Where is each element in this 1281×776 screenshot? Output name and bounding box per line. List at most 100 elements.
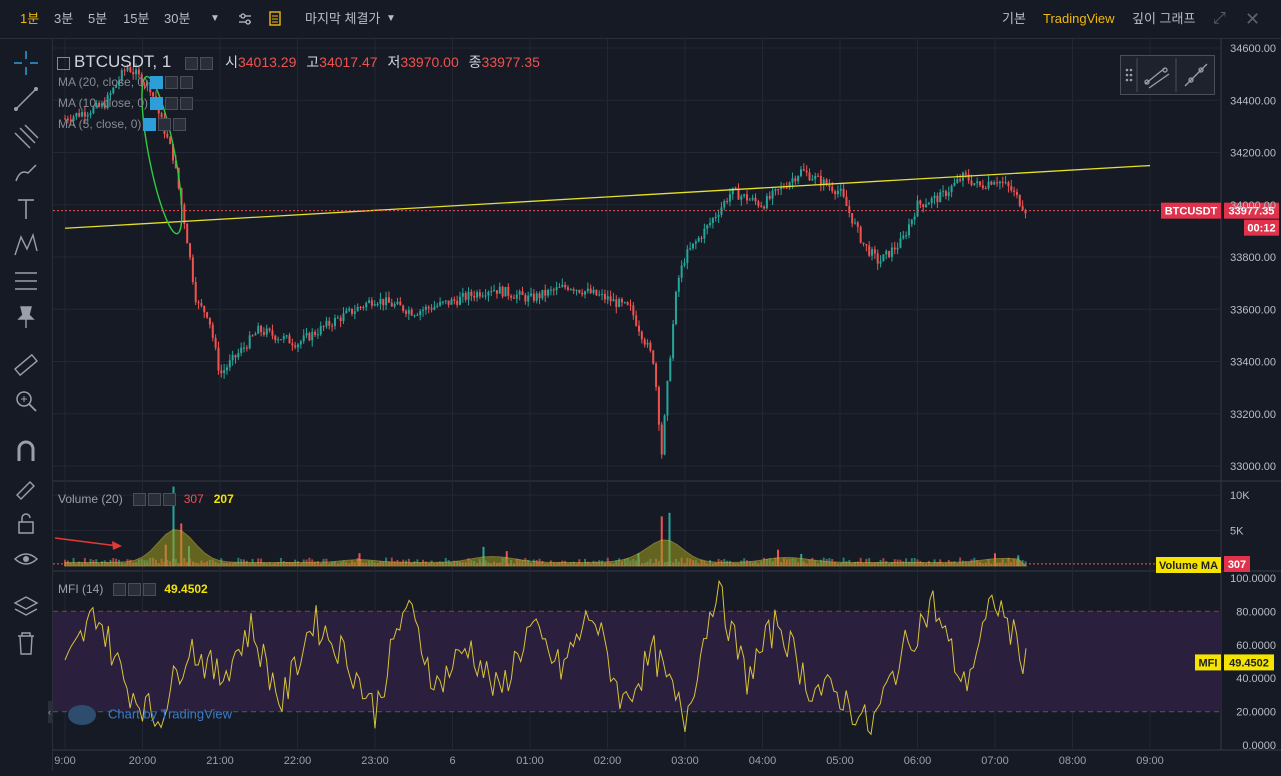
price-tick-label: 33000.00: [1230, 461, 1276, 473]
candle: [1007, 182, 1010, 187]
volume-bar: [308, 557, 311, 566]
candle: [444, 300, 447, 302]
pin-icon[interactable]: [12, 303, 40, 331]
lock-pencil-icon[interactable]: [12, 473, 40, 501]
ma20-close-icon[interactable]: [180, 76, 194, 90]
legend-gear-icon[interactable]: [200, 56, 214, 70]
mfi-eye-icon[interactable]: [113, 583, 127, 597]
candle: [484, 295, 487, 297]
collapse-legend-icon[interactable]: [57, 56, 70, 70]
candle: [240, 347, 243, 353]
view-basic[interactable]: 기본: [1002, 11, 1026, 26]
pattern-icon[interactable]: [12, 231, 40, 259]
interval-30m[interactable]: 30분: [164, 11, 191, 26]
view-depth[interactable]: 깊이 그래프: [1132, 11, 1196, 26]
candle: [942, 191, 945, 193]
x-tick-label: 21:00: [206, 755, 234, 767]
candle: [390, 302, 393, 307]
legend-settings-icon[interactable]: [185, 56, 199, 70]
ma5-close-icon[interactable]: [173, 118, 187, 132]
volume-spike-bar: [668, 512, 671, 566]
interval-3m[interactable]: 3분: [54, 11, 74, 26]
expand-icon[interactable]: ⤢: [1213, 10, 1226, 27]
candle: [356, 306, 359, 312]
view-tradingview[interactable]: TradingView: [1043, 11, 1115, 26]
mfi-gear-icon[interactable]: [128, 583, 142, 597]
indicators-icon[interactable]: [267, 0, 283, 38]
candle: [581, 292, 584, 295]
candle: [592, 289, 595, 294]
candle: [160, 113, 163, 118]
candle: [467, 291, 470, 300]
tradingview-watermark[interactable]: Chart by TradingView: [68, 705, 232, 725]
mfi-tick-label: 40.0000: [1236, 673, 1276, 685]
price-type-chevron-icon[interactable]: ▼: [386, 13, 396, 24]
lock-icon[interactable]: [12, 509, 40, 537]
interval-1m[interactable]: 1분: [20, 11, 40, 26]
candle: [166, 133, 169, 138]
ma10-gear-icon[interactable]: [165, 97, 179, 111]
eye-icon[interactable]: [12, 545, 40, 573]
candle: [751, 197, 754, 200]
watermark-text: Chart by TradingView: [108, 706, 233, 722]
candle: [530, 293, 533, 296]
ma10-eye-icon[interactable]: [150, 97, 164, 111]
trend-line-icon[interactable]: [12, 85, 40, 113]
volume-gear-icon[interactable]: [147, 493, 161, 507]
ma20-gear-icon[interactable]: [165, 76, 179, 90]
brush-icon[interactable]: [12, 159, 40, 187]
collapse-toolbar-icon[interactable]: ‹: [48, 701, 54, 723]
ray-line-icon[interactable]: [1184, 63, 1208, 87]
candle: [288, 335, 291, 344]
candle: [845, 196, 848, 207]
candle: [441, 301, 444, 303]
magnet-icon[interactable]: [12, 437, 40, 465]
interval-dropdown-icon[interactable]: ▼: [210, 13, 220, 24]
candle: [396, 301, 399, 305]
ma10-close-icon[interactable]: [180, 97, 194, 111]
trash-icon[interactable]: [12, 629, 40, 657]
candle: [458, 296, 461, 305]
candle: [598, 294, 601, 296]
volume-series: [53, 486, 1221, 567]
ma20-eye-icon[interactable]: [150, 76, 164, 90]
ma5-gear-icon[interactable]: [158, 118, 172, 132]
candle: [112, 87, 115, 94]
candle: [893, 247, 896, 250]
close-icon[interactable]: ✕: [1245, 9, 1261, 29]
interval-5m[interactable]: 5분: [88, 11, 108, 26]
candle: [871, 249, 874, 256]
candle: [294, 345, 297, 348]
chart-area[interactable]: BTCUSDT 33977.35 00:12 Volume MA 307 MFI 49.45…: [53, 39, 1281, 771]
candle: [791, 178, 794, 183]
ruler-icon[interactable]: [12, 351, 40, 379]
fib-icon[interactable]: [12, 267, 40, 295]
candle: [521, 291, 524, 296]
candle: [660, 424, 663, 455]
candle: [501, 286, 504, 297]
candle: [490, 291, 493, 293]
text-tool-icon[interactable]: [12, 195, 40, 223]
ma5-eye-icon[interactable]: [143, 118, 157, 132]
candle: [211, 324, 214, 338]
crosshair-icon[interactable]: [12, 49, 40, 77]
pitchfork-icon[interactable]: [12, 123, 40, 151]
volume-eye-icon[interactable]: [132, 493, 146, 507]
price-type-select[interactable]: 마지막 체결가: [305, 11, 381, 26]
volume-close-icon[interactable]: [162, 493, 176, 507]
candle: [848, 206, 851, 214]
mfi-close-icon[interactable]: [143, 583, 157, 597]
settings-sliders-icon[interactable]: [237, 0, 253, 38]
candle: [922, 204, 925, 207]
candle: [640, 331, 643, 340]
parallel-channel-icon[interactable]: [1144, 67, 1170, 89]
candle: [524, 295, 527, 302]
drag-handle-icon[interactable]: [1125, 68, 1133, 82]
chart-canvas[interactable]: BTCUSDT 33977.35 00:12 Volume MA 307 MFI 49.45…: [53, 39, 1281, 771]
candle: [169, 137, 172, 145]
candle: [214, 337, 217, 348]
layers-icon[interactable]: [12, 593, 40, 621]
zoom-icon[interactable]: [12, 387, 40, 415]
close-value: 33977.35: [481, 54, 540, 70]
interval-15m[interactable]: 15분: [123, 11, 150, 26]
